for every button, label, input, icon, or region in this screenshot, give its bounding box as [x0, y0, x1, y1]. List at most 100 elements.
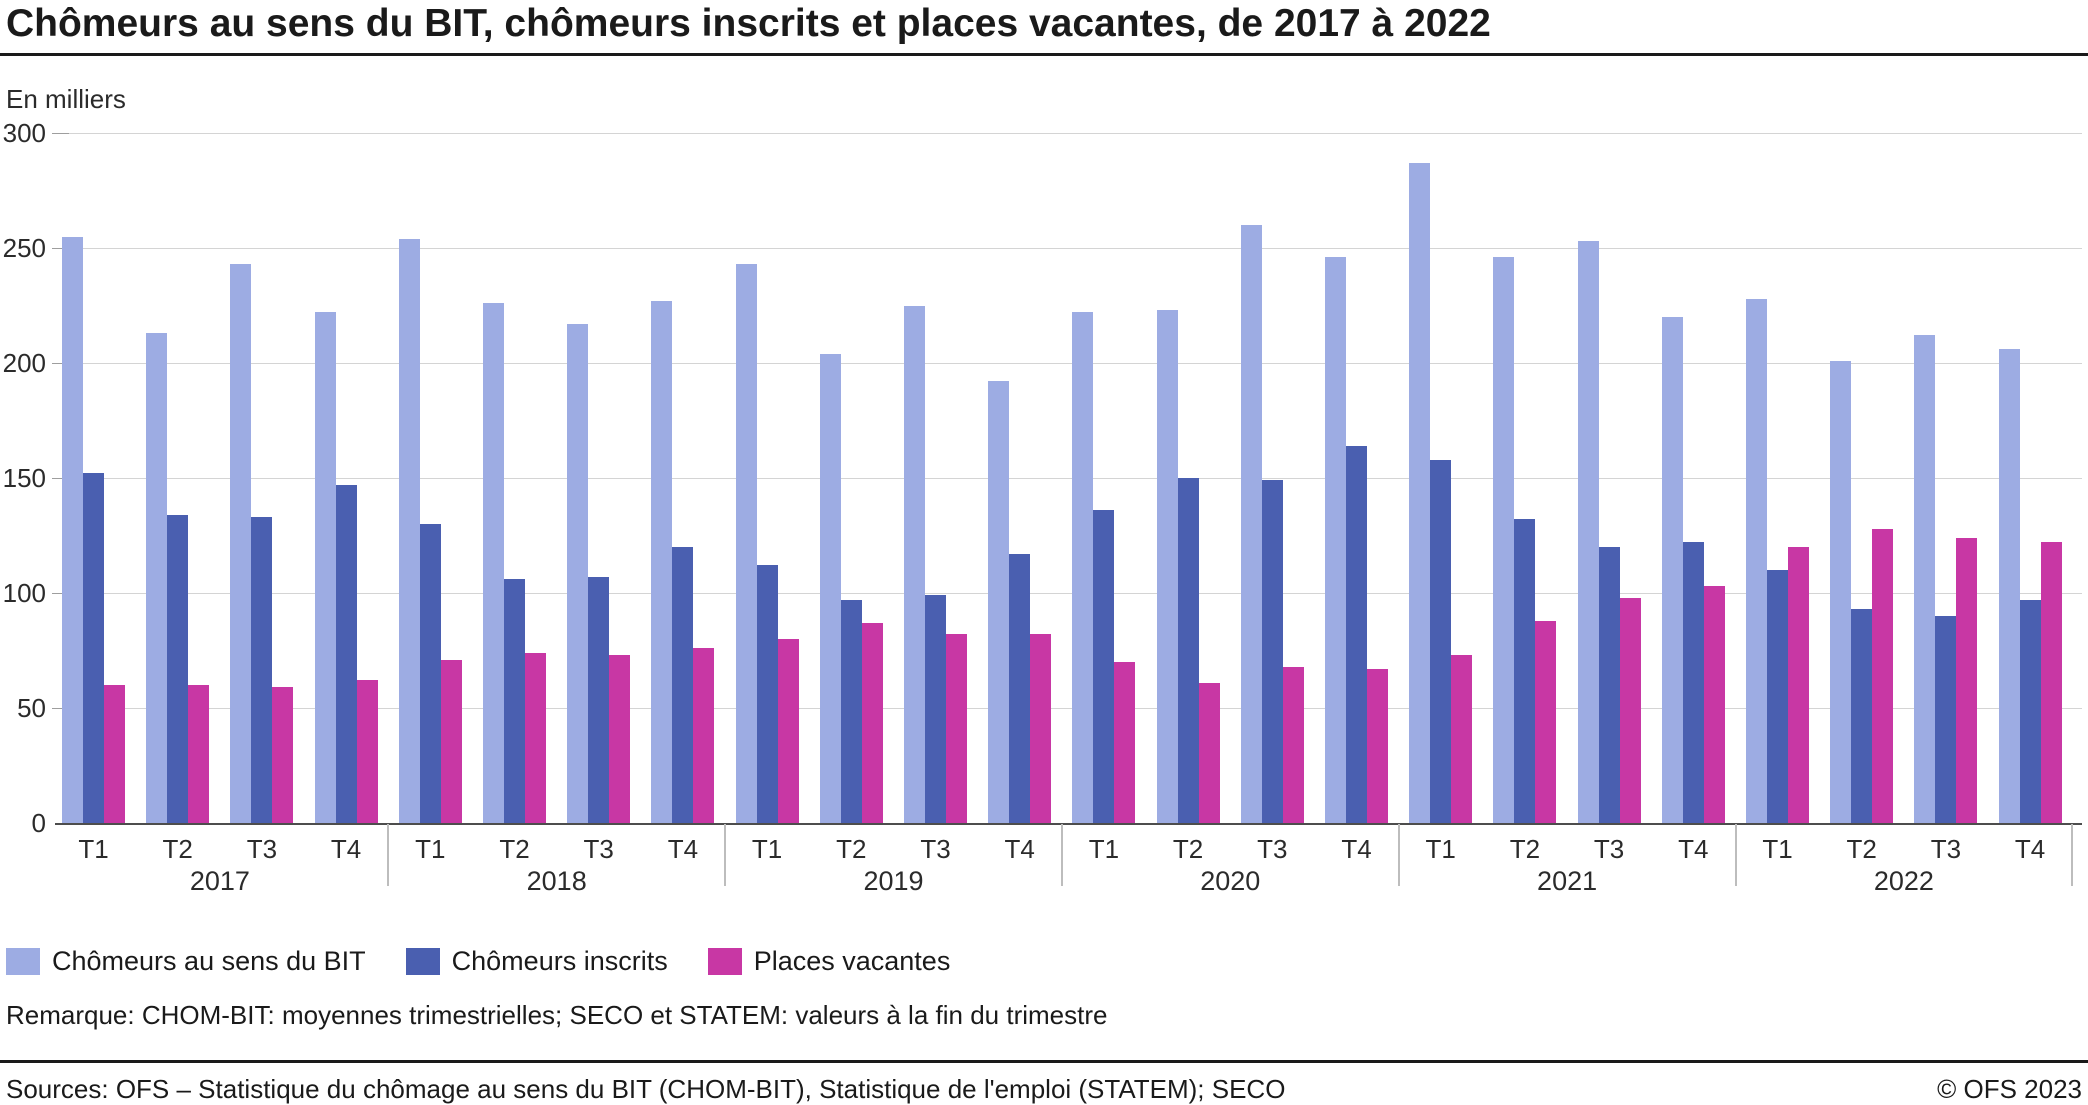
y-tick-300 [52, 133, 69, 134]
bar-places-vacantes-2018-T2 [525, 652, 546, 823]
bar-ch-meurs-au-sens-du-bit-2017-T3 [230, 264, 252, 823]
legend-item-chomeurs-bit: Chômeurs au sens du BIT [6, 946, 366, 977]
bar-ch-meurs-au-sens-du-bit-2019-T4 [988, 381, 1010, 823]
bar-places-vacantes-2020-T2 [1198, 682, 1220, 823]
bar-ch-meurs-inscrits-2022-T2 [1851, 609, 1873, 823]
x-axis-label-2021-T4: T4 [1678, 834, 1709, 864]
bar-ch-meurs-au-sens-du-bit-2017-T2 [146, 333, 168, 823]
bar-places-vacantes-2019-T2 [861, 622, 883, 823]
gridline-50 [55, 708, 2082, 709]
legend-item-places-vacantes: Places vacantes [707, 946, 951, 977]
legend-label-places-vacantes: Places vacantes [753, 946, 951, 976]
bar-places-vacantes-2022-T1 [1788, 547, 1809, 823]
bar-ch-meurs-au-sens-du-bit-2019-T1 [735, 264, 757, 823]
x-axis-label-2021-T3: T3 [1593, 834, 1625, 864]
x-axis-label-2017-T3: T3 [246, 834, 278, 864]
year-separator-after-2021 [1734, 824, 1737, 886]
year-separator-after-2020 [1397, 824, 1400, 886]
bar-places-vacantes-2021-T1 [1451, 655, 1473, 823]
bar-ch-meurs-au-sens-du-bit-2020-T4 [1325, 257, 1346, 823]
bar-ch-meurs-inscrits-2019-T2 [840, 599, 862, 823]
bar-places-vacantes-2018-T1 [440, 659, 462, 823]
bar-ch-meurs-au-sens-du-bit-2022-T1 [1746, 298, 1767, 823]
bar-ch-meurs-au-sens-du-bit-2019-T3 [904, 305, 925, 823]
legend-swatch-chomeurs-inscrits [405, 948, 440, 975]
bar-ch-meurs-au-sens-du-bit-2018-T3 [567, 323, 589, 823]
x-axis-label-2017-T4: T4 [330, 834, 362, 864]
y-axis-label-150: 150 [2, 463, 46, 493]
legend-label-chomeurs-bit: Chômeurs au sens du BIT [52, 946, 366, 976]
bar-ch-meurs-au-sens-du-bit-2018-T4 [651, 300, 673, 823]
bar-ch-meurs-au-sens-du-bit-2022-T4 [1998, 349, 2020, 823]
gridline-250 [55, 248, 2082, 249]
bar-ch-meurs-au-sens-du-bit-2017-T4 [314, 312, 336, 823]
bar-chart-plot-area: 0 50 100 150 200 250 300 T1 T2 T3 T4 T1 T2 T3 T4 T1 T2 T3… [2, 118, 2082, 896]
bar-ch-meurs-au-sens-du-bit-2021-T1 [1409, 162, 1431, 823]
bar-places-vacantes-2018-T4 [693, 648, 715, 823]
chart-remark: Remarque: CHOM-BIT: moyennes trimestriel… [6, 1000, 1108, 1030]
footer-divider [0, 1060, 2088, 1063]
bar-ch-meurs-inscrits-2017-T3 [251, 517, 273, 823]
x-axis-label-2017-T2: T2 [162, 834, 193, 864]
y-tick-100 [52, 593, 69, 594]
bar-places-vacantes-2020-T3 [1282, 666, 1304, 823]
bar-ch-meurs-inscrits-2017-T2 [167, 514, 189, 823]
y-axis-unit-label: En milliers [6, 84, 126, 114]
bar-ch-meurs-au-sens-du-bit-2020-T1 [1072, 312, 1094, 823]
bar-ch-meurs-inscrits-2019-T1 [756, 565, 778, 823]
title-divider [0, 53, 2088, 56]
bar-ch-meurs-au-sens-du-bit-2020-T3 [1240, 225, 1262, 823]
x-axis-label-2020-T3: T3 [1257, 834, 1288, 864]
y-tick-200 [52, 363, 69, 364]
bar-ch-meurs-inscrits-2022-T1 [1767, 570, 1788, 823]
x-axis-label-2020-T2: T2 [1172, 834, 1204, 864]
chart-title: Chômeurs au sens du BIT, chômeurs inscri… [6, 2, 1491, 45]
year-separator-after-2018 [724, 824, 727, 886]
bar-places-vacantes-2021-T4 [1703, 586, 1725, 823]
legend-swatch-chomeurs-bit [6, 948, 40, 975]
bar-ch-meurs-inscrits-2020-T2 [1177, 478, 1199, 823]
bar-places-vacantes-2020-T4 [1367, 668, 1388, 823]
x-axis-label-2018-T4: T4 [667, 834, 699, 864]
x-axis-label-2021-T1: T1 [1425, 834, 1456, 864]
bar-ch-meurs-au-sens-du-bit-2017-T1 [62, 236, 83, 823]
year-label-2022: 2022 [1873, 866, 1934, 896]
bar-ch-meurs-inscrits-2022-T3 [1935, 616, 1957, 823]
bar-places-vacantes-2019-T3 [946, 634, 967, 823]
x-axis-label-2019-T4: T4 [1004, 834, 1035, 864]
gridline-200 [55, 363, 2082, 364]
year-label-2020: 2020 [1200, 866, 1261, 896]
x-axis-label-2022-T2: T2 [1846, 834, 1877, 864]
bar-ch-meurs-inscrits-2019-T4 [1009, 553, 1031, 823]
y-axis-label-200: 200 [2, 348, 46, 378]
bar-ch-meurs-au-sens-du-bit-2022-T3 [1914, 335, 1936, 823]
bar-ch-meurs-au-sens-du-bit-2022-T2 [1830, 360, 1852, 823]
y-axis-label-250: 250 [2, 233, 46, 263]
bar-ch-meurs-au-sens-du-bit-2019-T2 [819, 353, 841, 823]
gridline-150 [55, 478, 2082, 479]
bar-places-vacantes-2021-T3 [1619, 597, 1641, 823]
x-axis-label-2022-T4: T4 [2014, 834, 2046, 864]
y-tick-50 [52, 708, 69, 709]
x-axis-label-2019-T2: T2 [836, 834, 867, 864]
bar-ch-meurs-inscrits-2021-T3 [1598, 547, 1620, 823]
y-tick-250 [52, 248, 69, 249]
bar-places-vacantes-2017-T1 [104, 685, 125, 823]
bar-ch-meurs-inscrits-2020-T1 [1093, 510, 1115, 823]
bar-places-vacantes-2022-T2 [1872, 528, 1894, 823]
legend-swatch-places-vacantes [707, 948, 742, 975]
bar-ch-meurs-au-sens-du-bit-2021-T2 [1493, 257, 1515, 823]
x-axis-label-2017-T1: T1 [78, 834, 109, 864]
bar-places-vacantes-2021-T2 [1535, 620, 1557, 823]
year-label-2018: 2018 [526, 866, 587, 896]
year-label-2019: 2019 [863, 866, 924, 896]
bar-places-vacantes-2017-T3 [272, 687, 294, 823]
y-axis-label-300: 300 [2, 118, 46, 148]
bar-ch-meurs-au-sens-du-bit-2021-T4 [1661, 317, 1683, 823]
y-axis-label-50: 50 [17, 693, 46, 723]
x-axis-label-2019-T1: T1 [751, 834, 783, 864]
x-axis-label-2018-T3: T3 [583, 834, 614, 864]
chart-legend: Chômeurs au sens du BIT Chômeurs inscrit… [6, 946, 950, 977]
x-axis-label-2021-T2: T2 [1509, 834, 1541, 864]
